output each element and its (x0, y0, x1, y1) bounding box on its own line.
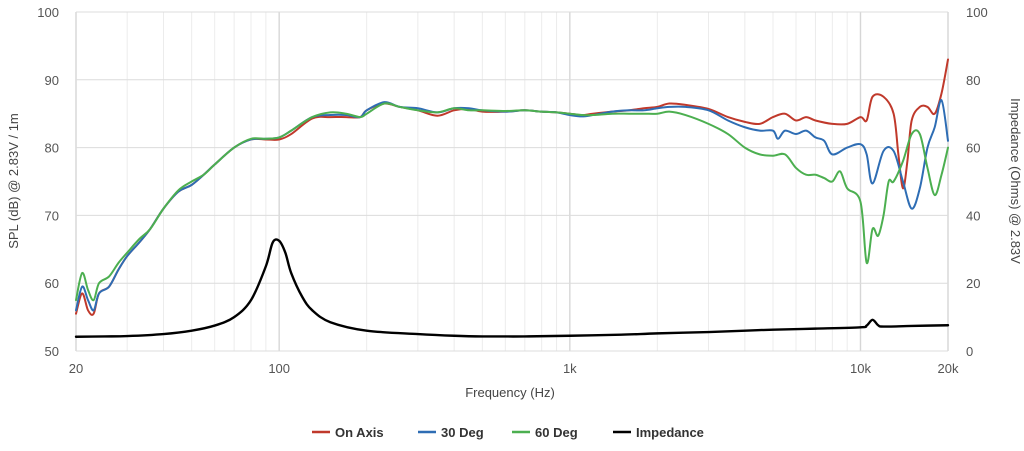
grid (75, 11, 949, 352)
y-tick-label-right: 0 (966, 344, 973, 359)
legend-item-impedance[interactable]: Impedance (613, 425, 704, 440)
x-tick-label: 20k (938, 361, 959, 376)
series-lines (74, 58, 950, 338)
y-tick-label-right: 100 (966, 5, 988, 20)
legend-label: Impedance (636, 425, 704, 440)
y-tick-label-right: 60 (966, 141, 980, 156)
legend-item-60-deg[interactable]: 60 Deg (512, 425, 578, 440)
y-tick-label-left: 70 (45, 208, 59, 223)
x-tick-label: 100 (268, 361, 290, 376)
legend-item-30-deg[interactable]: 30 Deg (418, 425, 484, 440)
x-tick-label: 20 (69, 361, 83, 376)
y-tick-label-left: 100 (37, 5, 59, 20)
legend: On Axis 30 Deg 60 Deg Impedance (312, 425, 704, 440)
y-tick-label-left: 50 (45, 344, 59, 359)
x-tick-label: 10k (850, 361, 871, 376)
y-tick-label-left: 80 (45, 141, 59, 156)
series-line-on-axis (75, 58, 949, 316)
y-tick-label-right: 20 (966, 276, 980, 291)
x-tick-label: 1k (563, 361, 577, 376)
y-tick-label-left: 90 (45, 73, 59, 88)
legend-label: 60 Deg (535, 425, 578, 440)
y-tick-label-right: 40 (966, 208, 980, 223)
legend-item-on-axis[interactable]: On Axis (312, 425, 384, 440)
x-axis-title: Frequency (Hz) (465, 385, 555, 400)
y-tick-label-left: 60 (45, 276, 59, 291)
y-tick-label-right: 80 (966, 73, 980, 88)
axes: 20 100 1k 10k 20k 50 60 70 80 90 100 0 20 40 60 80 100 (37, 5, 987, 376)
series-line-30-deg (75, 99, 949, 312)
series-line-impedance (74, 238, 950, 338)
y-axis-title-right: Impedance (Ohms) @ 2.83V (1008, 98, 1023, 264)
legend-label: On Axis (335, 425, 384, 440)
legend-label: 30 Deg (441, 425, 484, 440)
y-axis-title-left: SPL (dB) @ 2.83V / 1m (6, 113, 21, 249)
series-line-60-deg (75, 102, 949, 302)
